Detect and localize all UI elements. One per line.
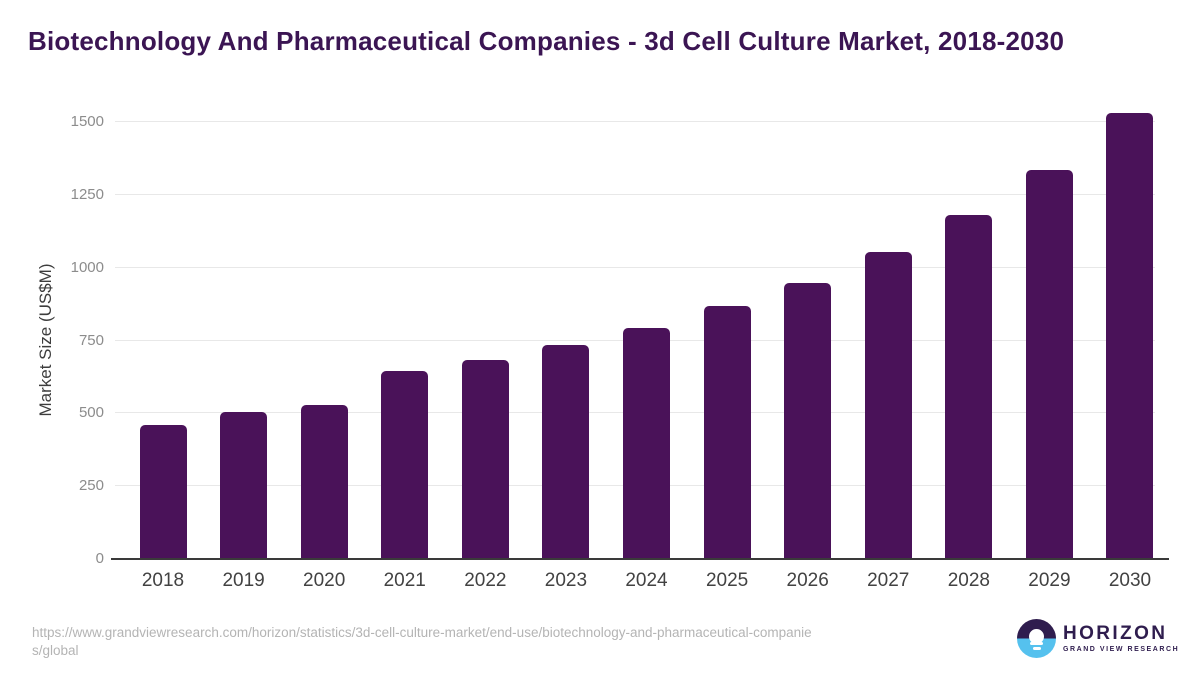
bar-2028	[945, 215, 993, 559]
horizon-logo: HORIZON GRAND VIEW RESEARCH	[1017, 619, 1179, 658]
gridline	[115, 193, 1155, 195]
bar-2030	[1106, 113, 1154, 559]
bar-2018	[139, 425, 187, 559]
horizon-logo-icon	[1017, 619, 1056, 658]
sun-icon	[1029, 629, 1044, 644]
x-axis-labels: 2018 2019 2020 2021 2022 2023 2024 2025 2026 2027…	[115, 570, 1155, 594]
x-tick-label: 2021	[383, 570, 426, 591]
x-tick-label: 2018	[141, 570, 185, 591]
gridline	[115, 121, 1155, 122]
bar-2025	[703, 306, 751, 559]
y-axis-ticks: 0 250 500 750 1000 1250 1500	[30, 100, 104, 567]
chart-title: Biotechnology And Pharmaceutical Compani…	[28, 26, 1065, 56]
logo-text: HORIZON GRAND VIEW RESEARCH	[1063, 623, 1180, 654]
x-tick-label: 2030	[1108, 570, 1152, 591]
y-tick-label: 250	[78, 477, 104, 495]
x-tick-label: 2028	[947, 570, 990, 591]
x-tick-label: 2022	[464, 570, 507, 591]
source-url: https://www.grandviewresearch.com/horizo…	[32, 624, 992, 660]
y-tick-label: 1000	[70, 258, 104, 276]
logo-subtitle: GRAND VIEW RESEARCH	[1063, 646, 1180, 653]
bar-2026	[784, 282, 832, 559]
y-tick-label: 500	[78, 404, 104, 422]
x-tick-label: 2029	[1028, 570, 1071, 591]
bar-2022	[461, 359, 509, 559]
gridline	[115, 266, 1155, 268]
x-tick-label: 2020	[303, 570, 346, 591]
source-url-line-1: https://www.grandviewresearch.com/horizo…	[32, 625, 812, 640]
bar-2023	[542, 344, 590, 559]
wave-icon	[1030, 642, 1043, 645]
bar-2024	[622, 327, 670, 559]
x-tick-label: 2019	[222, 570, 265, 591]
x-tick-label: 2025	[705, 570, 749, 591]
plot-area	[111, 100, 1169, 560]
y-tick-label: 1250	[70, 185, 104, 203]
wave-icon	[1032, 647, 1041, 650]
bar-2019	[220, 412, 268, 559]
x-axis-line	[111, 558, 1169, 560]
bar-2021	[381, 371, 429, 559]
source-url-line-2: s/global	[32, 643, 79, 658]
bar-2020	[300, 404, 348, 559]
bar-2027	[864, 251, 912, 559]
x-tick-label: 2024	[625, 570, 668, 591]
logo-name: HORIZON	[1063, 623, 1168, 644]
y-tick-label: 0	[95, 550, 104, 567]
x-tick-label: 2023	[544, 570, 588, 591]
x-tick-label: 2026	[786, 570, 829, 591]
y-tick-label: 1500	[70, 113, 104, 130]
bar-2029	[1025, 169, 1073, 559]
y-tick-label: 750	[78, 331, 104, 349]
x-tick-label: 2027	[867, 570, 910, 591]
